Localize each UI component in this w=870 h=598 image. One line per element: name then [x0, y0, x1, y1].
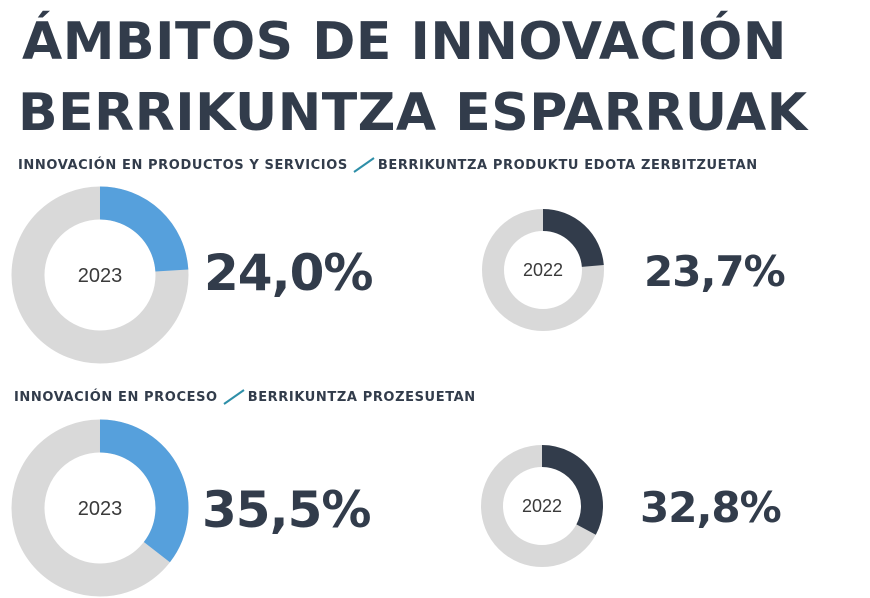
donut-chart-products-2022: 2022 — [482, 209, 604, 331]
donut-chart-products-2023: 2023 — [11, 186, 189, 364]
value-label-products-2023: 24,0% — [204, 244, 373, 302]
slash-divider-icon — [223, 389, 245, 405]
section-label-es: INNOVACIÓN EN PRODUCTOS Y SERVICIOS — [18, 157, 348, 173]
section-label-eu: BERRIKUNTZA PRODUKTU EDOTA ZERBITZUETAN — [377, 157, 758, 173]
donut-center-label: 2023 — [78, 265, 123, 287]
slash-divider-icon — [353, 157, 375, 173]
donut-chart-process-2022: 2022 — [481, 445, 603, 567]
donut-chart-process-2023: 2023 — [11, 419, 189, 597]
donut-value-arc — [541, 445, 603, 535]
donut-center-label: 2022 — [522, 496, 562, 516]
value-label-products-2022: 23,7% — [644, 247, 786, 296]
value-label-process-2023: 35,5% — [202, 481, 371, 539]
title-line-1: ÁMBITOS DE INNOVACIÓN — [22, 12, 787, 72]
title-line-2: BERRIKUNTZA ESPARRUAK — [18, 83, 808, 143]
donut-center-label: 2023 — [78, 498, 123, 520]
section-products-services: INNOVACIÓN EN PRODUCTOS Y SERVICIOS BERR… — [18, 156, 758, 174]
donut-value-arc — [99, 419, 189, 563]
donut-value-arc — [542, 209, 604, 268]
section-label-eu: BERRIKUNTZA PROZESUETAN — [247, 389, 476, 405]
section-process: INNOVACIÓN EN PROCESO BERRIKUNTZA PROZES… — [14, 388, 476, 406]
section-label-es: INNOVACIÓN EN PROCESO — [14, 389, 218, 405]
donut-value-arc — [99, 186, 189, 273]
donut-center-label: 2022 — [523, 260, 563, 280]
value-label-process-2022: 32,8% — [640, 483, 782, 532]
